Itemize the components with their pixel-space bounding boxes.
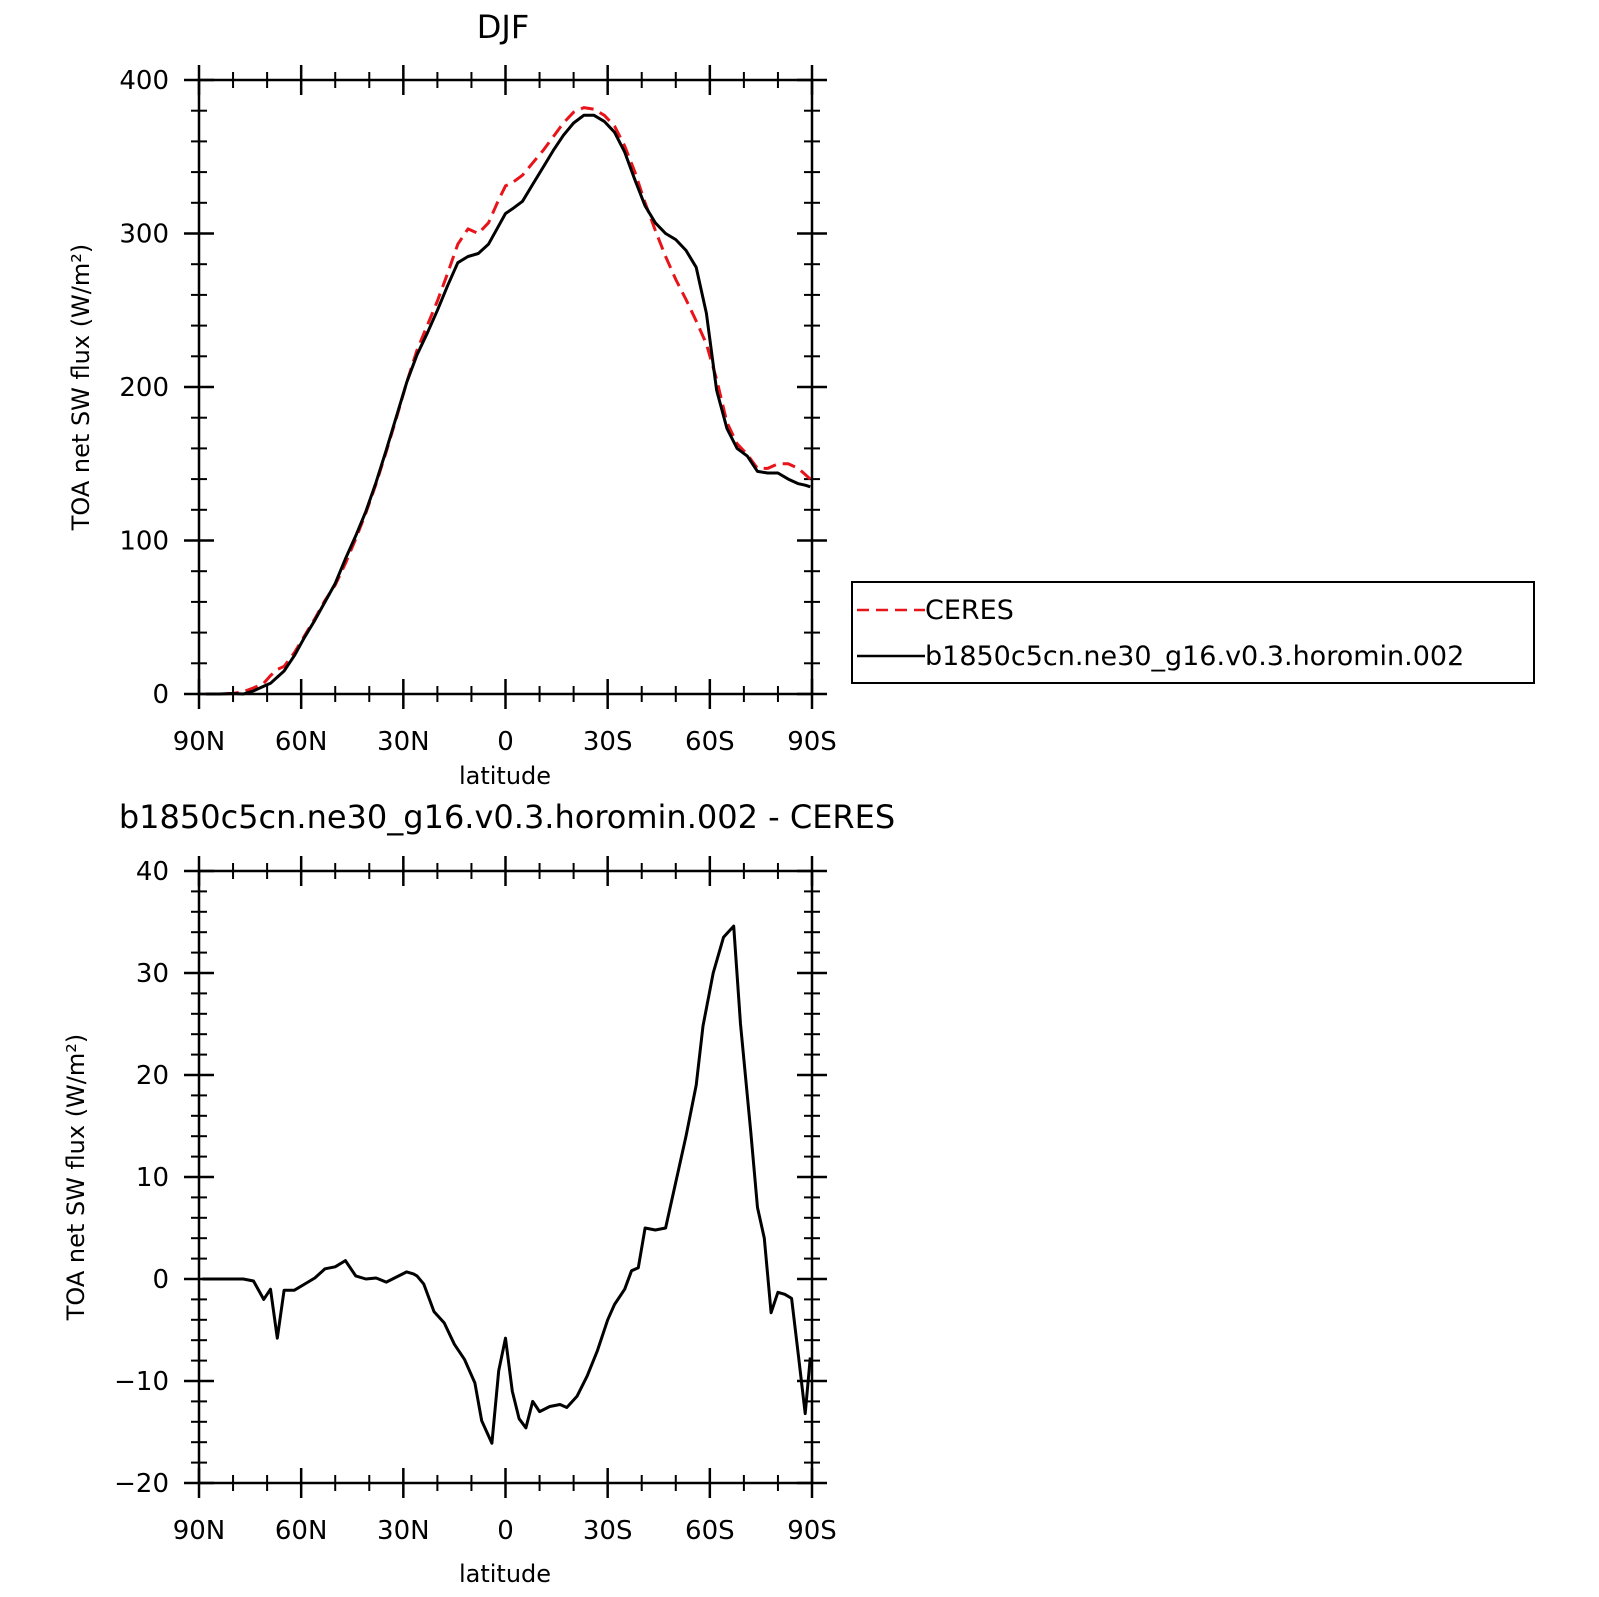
bottom-x-tick-label: 30N xyxy=(377,1516,430,1546)
top-y-tick-label: 0 xyxy=(152,680,169,710)
bottom-x-tick-label: 90S xyxy=(787,1516,837,1546)
top-x-tick-label: 60S xyxy=(685,727,735,757)
top-series-line-b1850c5cn-ne30-g16-v0-3-horomin-002 xyxy=(205,113,811,696)
bottom-chart-title: b1850c5cn.ne30_g16.v0.3.horomin.002 - CE… xyxy=(119,798,895,836)
top-y-tick-label: 400 xyxy=(119,66,169,96)
bottom-axis-ticks xyxy=(184,856,827,1498)
legend-entry-ceres: CERES xyxy=(925,595,1014,626)
bottom-y-tick-label: 10 xyxy=(136,1163,169,1193)
top-x-tick-label: 30S xyxy=(583,727,633,757)
top-y-tick-label: 300 xyxy=(119,220,169,250)
legend-frame xyxy=(851,581,1535,684)
legend-entry-model: b1850c5cn.ne30_g16.v0.3.horomin.002 xyxy=(925,641,1464,672)
bottom-y-axis-label: TOA net SW flux (W/m²) xyxy=(62,1034,90,1322)
top-x-tick-label: 90N xyxy=(173,727,226,757)
top-chart-title: DJF xyxy=(477,8,529,46)
bottom-y-tick-label: 0 xyxy=(152,1265,169,1295)
bottom-chart-panel: b1850c5cn.ne30_g16.v0.3.horomin.002 - CE… xyxy=(62,798,895,1588)
bottom-x-tick-label: 60S xyxy=(685,1516,735,1546)
top-chart-panel: DJF 90N 60N 30N 0 30S 60S 90S 0 100 200 300 400 lat… xyxy=(67,8,837,790)
bottom-series-lines xyxy=(202,924,812,1445)
bottom-series-line-series-0 xyxy=(202,924,812,1445)
top-x-tick-label: 60N xyxy=(275,727,328,757)
bottom-x-tick-label: 60N xyxy=(275,1516,328,1546)
top-y-tick-label: 200 xyxy=(119,373,169,403)
top-axis-ticks xyxy=(184,65,827,709)
bottom-plot-frame xyxy=(197,869,814,1485)
bottom-y-tick-label: −20 xyxy=(114,1469,169,1499)
bottom-y-tick-label: −10 xyxy=(114,1367,169,1397)
top-series-lines xyxy=(205,106,812,696)
top-x-tick-label: 0 xyxy=(497,727,514,757)
bottom-axis-tick-labels: 90N 60N 30N 0 30S 60S 90S −20 −10 0 10 20 30 40 xyxy=(114,857,837,1546)
bottom-y-tick-label: 30 xyxy=(136,959,169,989)
top-y-axis-label: TOA net SW flux (W/m²) xyxy=(67,244,95,532)
bottom-x-axis-label: latitude xyxy=(459,1560,551,1588)
bottom-x-tick-label: 0 xyxy=(497,1516,514,1546)
bottom-x-tick-label: 30S xyxy=(583,1516,633,1546)
top-x-tick-label: 90S xyxy=(787,727,837,757)
bottom-x-tick-label: 90N xyxy=(173,1516,226,1546)
top-plot-frame xyxy=(197,78,814,696)
top-x-tick-label: 30N xyxy=(377,727,430,757)
bottom-y-tick-label: 40 xyxy=(136,857,169,887)
top-axis-tick-labels: 90N 60N 30N 0 30S 60S 90S 0 100 200 300 400 xyxy=(119,66,836,757)
bottom-y-tick-label: 20 xyxy=(136,1061,169,1091)
legend: CERES b1850c5cn.ne30_g16.v0.3.horomin.00… xyxy=(851,581,1535,684)
top-y-tick-label: 100 xyxy=(119,527,169,557)
top-x-axis-label: latitude xyxy=(459,762,551,790)
